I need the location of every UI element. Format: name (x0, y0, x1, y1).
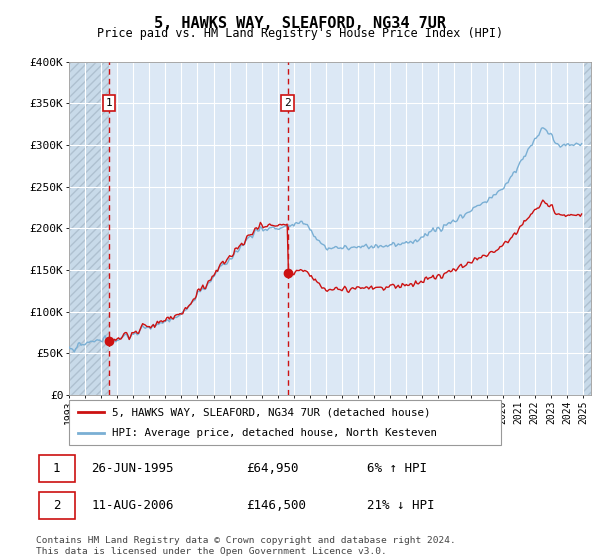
Text: HPI: Average price, detached house, North Kesteven: HPI: Average price, detached house, Nort… (112, 428, 437, 438)
Text: 6% ↑ HPI: 6% ↑ HPI (367, 462, 427, 475)
Text: 11-AUG-2006: 11-AUG-2006 (91, 500, 174, 512)
Text: 1: 1 (53, 462, 61, 475)
FancyBboxPatch shape (69, 400, 501, 445)
FancyBboxPatch shape (39, 492, 74, 519)
Text: 2: 2 (284, 98, 291, 108)
Text: £146,500: £146,500 (246, 500, 306, 512)
Text: £64,950: £64,950 (246, 462, 298, 475)
Text: 5, HAWKS WAY, SLEAFORD, NG34 7UR (detached house): 5, HAWKS WAY, SLEAFORD, NG34 7UR (detach… (112, 408, 431, 418)
Text: Contains HM Land Registry data © Crown copyright and database right 2024.
This d: Contains HM Land Registry data © Crown c… (36, 536, 456, 556)
Text: 26-JUN-1995: 26-JUN-1995 (91, 462, 174, 475)
Text: 21% ↓ HPI: 21% ↓ HPI (367, 500, 434, 512)
FancyBboxPatch shape (39, 455, 74, 482)
Text: 5, HAWKS WAY, SLEAFORD, NG34 7UR: 5, HAWKS WAY, SLEAFORD, NG34 7UR (154, 16, 446, 31)
Text: 1: 1 (106, 98, 112, 108)
Text: Price paid vs. HM Land Registry's House Price Index (HPI): Price paid vs. HM Land Registry's House … (97, 27, 503, 40)
Text: 2: 2 (53, 500, 61, 512)
